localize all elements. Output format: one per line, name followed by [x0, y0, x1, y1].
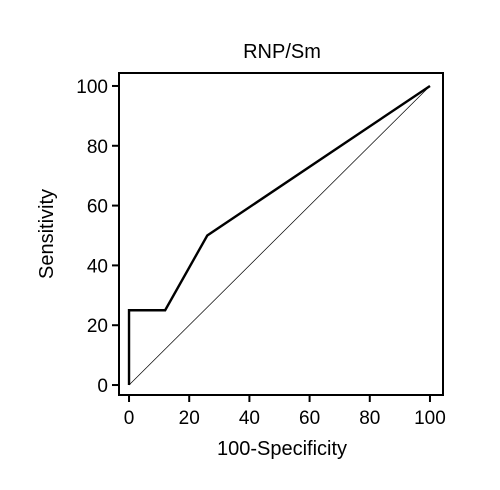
- x-tick-label: 0: [124, 408, 135, 429]
- x-tick-label: 40: [239, 408, 260, 429]
- x-axis: 0 20 40 60 80 100: [124, 395, 446, 429]
- y-tick-label: 0: [97, 376, 108, 397]
- x-axis-title: 100-Specificity: [217, 438, 347, 460]
- y-axis-title: Sensitivity: [36, 189, 58, 279]
- y-axis: 0 20 40 60 80 100: [76, 77, 119, 397]
- reference-diagonal-line: [128, 85, 431, 386]
- y-tick-label: 40: [87, 256, 108, 277]
- y-tick-label: 80: [87, 137, 108, 158]
- y-tick-label: 20: [87, 316, 108, 337]
- x-tick-label: 80: [359, 408, 380, 429]
- x-tick-label: 100: [414, 408, 446, 429]
- roc-curve-line: [127, 84, 431, 386]
- y-tick-label: 100: [76, 77, 108, 98]
- plot-frame: [118, 72, 444, 396]
- x-tick-label: 20: [179, 408, 200, 429]
- y-tick-label: 60: [87, 197, 108, 218]
- chart-title: RNP/Sm: [243, 41, 321, 63]
- x-tick-label: 60: [299, 408, 320, 429]
